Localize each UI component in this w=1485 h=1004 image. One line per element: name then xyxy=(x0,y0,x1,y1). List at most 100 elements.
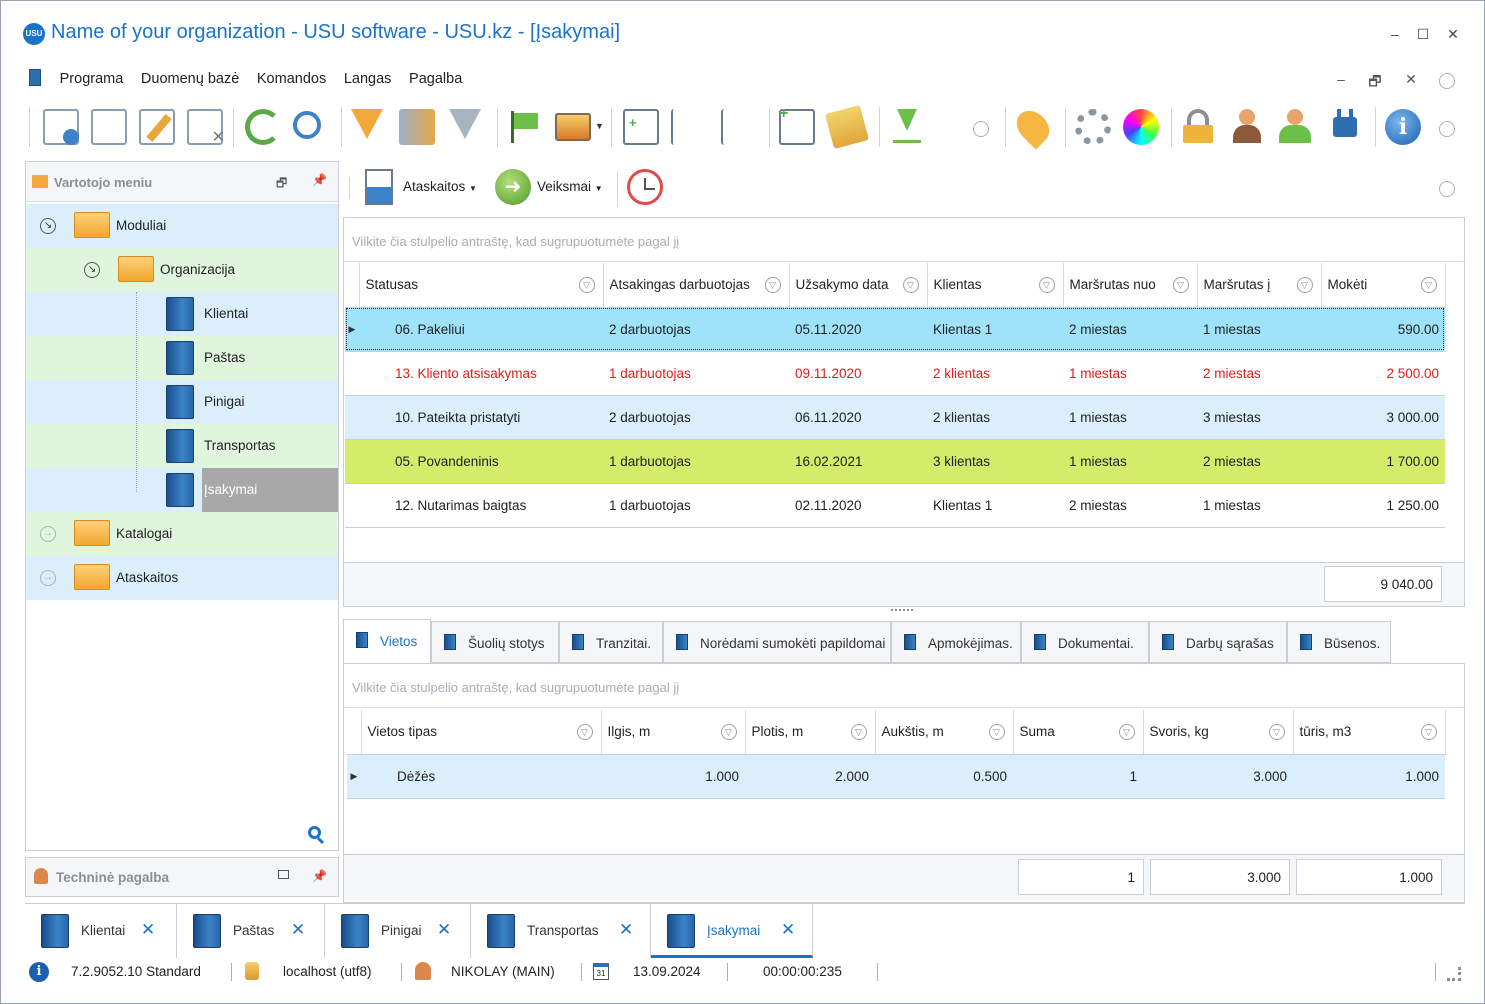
cell-client[interactable]: Klientas 1 xyxy=(927,307,1063,352)
search-icon[interactable] xyxy=(293,111,321,139)
col-header-status[interactable]: Statusas ▽ xyxy=(359,263,604,308)
menu-pagalba[interactable]: Pagalba xyxy=(409,71,463,87)
collapse-icon[interactable]: ↘ xyxy=(84,262,100,278)
col-header-route-from[interactable]: Maršrutas nuo ▽ xyxy=(1063,263,1198,308)
cell-date[interactable]: 06.11.2020 xyxy=(789,395,927,440)
cell-route-from[interactable]: 2 miestas xyxy=(1063,483,1197,528)
col-header-employee[interactable]: Atsakingas darbuotojas ▽ xyxy=(603,263,790,308)
info-icon[interactable]: i xyxy=(1385,109,1421,145)
col-header-volume[interactable]: tūris, m3 ▽ xyxy=(1293,710,1446,755)
tree-item-pinigai[interactable]: Pinigai xyxy=(26,380,338,424)
cell-date[interactable]: 09.11.2020 xyxy=(789,351,927,396)
cell-route-to[interactable]: 2 miestas xyxy=(1197,351,1321,396)
menu-programa[interactable]: Programa xyxy=(59,71,124,87)
tree-item-isakymai[interactable]: Įsakymai xyxy=(26,468,338,512)
filter-icon[interactable]: ▽ xyxy=(576,724,593,740)
filter-icon[interactable]: ▽ xyxy=(1268,724,1285,740)
col-header-client[interactable]: Klientas ▽ xyxy=(927,263,1064,308)
cell-client[interactable]: 3 klientas xyxy=(927,439,1063,484)
close-tab-icon[interactable]: ✕ xyxy=(619,920,634,939)
cell-employee[interactable]: 1 darbuotojas xyxy=(603,351,789,396)
minimize-button[interactable]: – xyxy=(1391,26,1399,42)
image-icon[interactable] xyxy=(555,113,591,141)
filter-settings-icon[interactable] xyxy=(399,109,435,145)
cell-status[interactable]: 13. Kliento atsisakymas xyxy=(359,351,603,396)
mdi-close-button[interactable]: ✕ xyxy=(1405,71,1417,87)
col-header-length[interactable]: Ilgis, m ▽ xyxy=(601,710,746,755)
resize-grip-icon[interactable] xyxy=(1447,967,1461,981)
tab-noredami-sumoketi[interactable]: Norėdami sumokėti papildomai xyxy=(663,621,891,663)
tree-item-pastas[interactable]: Paštas xyxy=(26,336,338,380)
cell-route-from[interactable]: 1 miestas xyxy=(1063,395,1197,440)
col-header-weight[interactable]: Svoris, kg ▽ xyxy=(1143,710,1294,755)
cell-route-to[interactable]: 3 miestas xyxy=(1197,395,1321,440)
plugin-icon[interactable] xyxy=(1327,109,1363,145)
doc-tab-transportas[interactable]: Transportas ✕ xyxy=(471,904,651,958)
table-row[interactable]: ▶ Dėžės 1.000 2.000 0.500 1 3.000 1.000 xyxy=(347,754,1445,799)
new-record-icon[interactable] xyxy=(43,109,79,145)
maximize-button[interactable]: ☐ xyxy=(1416,26,1430,42)
cell-employee[interactable]: 2 darbuotojas xyxy=(603,395,789,440)
toolbar-overflow-icon[interactable] xyxy=(973,121,989,137)
close-tab-icon[interactable]: ✕ xyxy=(141,920,156,939)
tree-item-transportas[interactable]: Transportas xyxy=(26,424,338,468)
tab-busenos[interactable]: Būsenos. xyxy=(1287,621,1391,663)
filter-icon[interactable]: ▽ xyxy=(1420,724,1437,740)
cell-client[interactable]: 2 klientas xyxy=(927,395,1063,440)
table-row[interactable]: 05. Povandeninis 1 darbuotojas 16.02.202… xyxy=(345,439,1445,484)
cell-length[interactable]: 1.000 xyxy=(601,754,745,799)
close-tab-icon[interactable]: ✕ xyxy=(291,920,306,939)
filter-icon[interactable]: ▽ xyxy=(578,277,595,293)
copy-icon[interactable] xyxy=(91,109,127,145)
pin-icon[interactable]: 📌 xyxy=(312,173,327,187)
cell-date[interactable]: 02.11.2020 xyxy=(789,483,927,528)
cell-route-from[interactable]: 1 miestas xyxy=(1063,439,1197,484)
tab-suoliu-stotys[interactable]: Šuolių stotys xyxy=(431,621,559,663)
filter-apply-icon[interactable] xyxy=(449,109,481,139)
cell-height[interactable]: 0.500 xyxy=(875,754,1013,799)
filter-icon[interactable]: ▽ xyxy=(1118,724,1135,740)
notes-icon[interactable] xyxy=(824,104,870,150)
cell-width[interactable]: 2.000 xyxy=(745,754,875,799)
cell-pay[interactable]: 1 700.00 xyxy=(1321,439,1445,484)
cell-employee[interactable]: 1 darbuotojas xyxy=(603,483,789,528)
table-row[interactable]: 10. Pateikta pristatyti 2 darbuotojas 06… xyxy=(345,395,1445,440)
col-header-width[interactable]: Plotis, m ▽ xyxy=(745,710,876,755)
tab-tranzitai[interactable]: Tranzitai. xyxy=(559,621,663,663)
search-icon[interactable] xyxy=(308,826,325,845)
expand-icon[interactable]: → xyxy=(40,526,56,542)
overflow-circle-icon[interactable] xyxy=(1439,181,1455,197)
filter-icon[interactable]: ▽ xyxy=(1420,277,1437,293)
filter-icon[interactable]: ▽ xyxy=(988,724,1005,740)
cell-pay[interactable]: 3 000.00 xyxy=(1321,395,1445,440)
cell-status[interactable]: 06. Pakeliui xyxy=(359,307,603,352)
map-pin-icon[interactable] xyxy=(1010,104,1056,150)
maximize-panel-icon[interactable] xyxy=(278,870,289,879)
filter-icon[interactable]: ▽ xyxy=(720,724,737,740)
cell-route-to[interactable]: 2 miestas xyxy=(1197,439,1321,484)
tree-item-organizacija[interactable]: ↘ Organizacija xyxy=(26,248,338,292)
tree-collapse-icon[interactable] xyxy=(721,109,757,145)
close-tab-icon[interactable]: ✕ xyxy=(437,920,452,939)
col-header-sum[interactable]: Suma ▽ xyxy=(1013,710,1144,755)
float-panel-icon[interactable]: 🗗 xyxy=(276,176,288,190)
user-icon[interactable] xyxy=(1229,109,1265,145)
cell-date[interactable]: 05.11.2020 xyxy=(789,307,927,352)
cell-client[interactable]: 2 klientas xyxy=(927,351,1063,396)
col-header-height[interactable]: Aukštis, m ▽ xyxy=(875,710,1014,755)
mdi-minimize-button[interactable]: – xyxy=(1337,71,1345,87)
doc-tab-isakymai[interactable]: Įsakymai ✕ xyxy=(651,904,813,958)
close-button[interactable]: ✕ xyxy=(1447,26,1459,42)
cell-status[interactable]: 05. Povandeninis xyxy=(359,439,603,484)
tree-item-klientai[interactable]: Klientai xyxy=(26,292,338,336)
col-header-pay[interactable]: Mokėti ▽ xyxy=(1321,263,1446,308)
doc-tab-pastas[interactable]: Paštas ✕ xyxy=(177,904,325,958)
gear-icon[interactable] xyxy=(1075,109,1111,145)
expand-icon[interactable]: → xyxy=(40,570,56,586)
col-header-route-to[interactable]: Maršrutas į ▽ xyxy=(1197,263,1322,308)
insert-row-icon[interactable]: + xyxy=(779,105,815,145)
pin-icon[interactable]: 📌 xyxy=(312,869,327,883)
edit-icon[interactable] xyxy=(139,109,175,145)
filter-icon[interactable]: ▽ xyxy=(1172,277,1189,293)
tree-item-ataskaitos[interactable]: → Ataskaitos xyxy=(26,556,338,600)
